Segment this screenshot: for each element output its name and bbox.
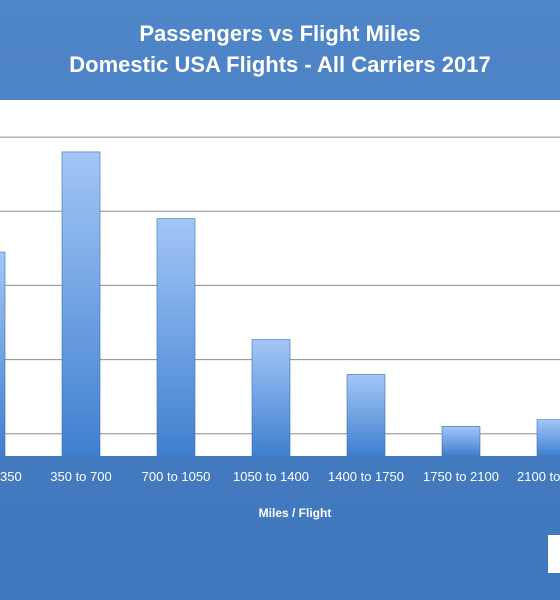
x-tick-label-4: 1400 to 1750 [328, 469, 404, 484]
bar-4 [346, 374, 386, 457]
x-tick-label-2: 700 to 1050 [142, 469, 211, 484]
x-axis-title: Miles / Flight [258, 506, 332, 520]
corner-marker [548, 535, 560, 573]
bar-3 [251, 339, 291, 457]
x-tick-label-0: 350 [0, 469, 22, 484]
chart-subtitle: Domestic USA Flights - All Carriers 2017 [69, 52, 491, 77]
x-tick-label-3: 1050 to 1400 [233, 469, 309, 484]
x-tick-label-1: 350 to 700 [50, 469, 111, 484]
bar-1 [61, 151, 101, 457]
x-tick-label-5: 1750 to 2100 [423, 469, 499, 484]
bar-2 [156, 218, 196, 457]
chart-title: Passengers vs Flight Miles [139, 21, 421, 46]
x-tick-label-6: 2100 to 2 [517, 469, 560, 484]
chart-title-block: Passengers vs Flight Miles Domestic USA … [0, 18, 560, 80]
bar-5 [441, 426, 481, 457]
bar-0 [0, 251, 6, 457]
bar-6 [536, 419, 560, 457]
